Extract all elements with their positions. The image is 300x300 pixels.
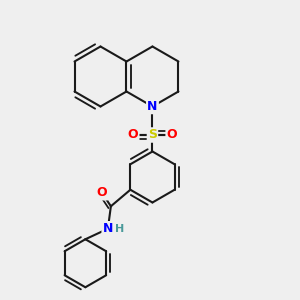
Text: O: O xyxy=(128,128,138,142)
Text: N: N xyxy=(147,100,158,113)
Text: N: N xyxy=(103,222,113,235)
Text: H: H xyxy=(115,224,124,234)
Text: S: S xyxy=(148,128,157,142)
Text: O: O xyxy=(167,128,177,142)
Text: O: O xyxy=(97,186,107,199)
